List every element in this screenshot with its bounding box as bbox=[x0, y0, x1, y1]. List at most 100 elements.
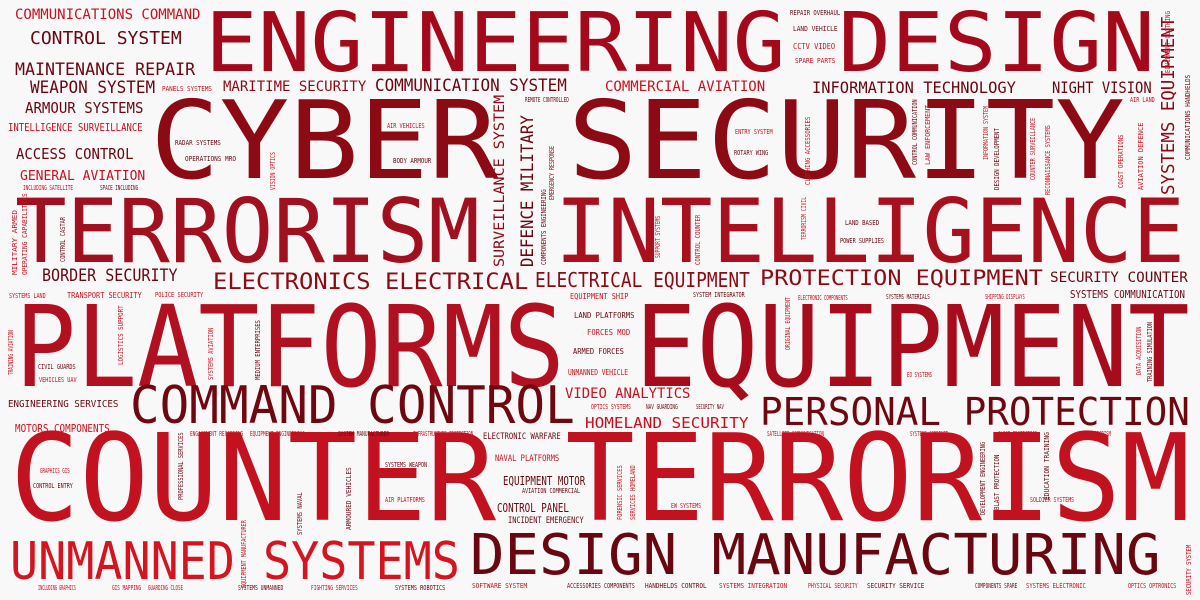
cloud-word: COUNTER SURVEILLANCE bbox=[1029, 117, 1037, 180]
cloud-word: EQUIPMENT bbox=[635, 283, 1190, 413]
cloud-word: SYSTEMS ROBOTICS bbox=[395, 584, 446, 592]
cloud-word: INFORMATION SYSTEM bbox=[982, 106, 990, 160]
cloud-word: CYBER SECURITY bbox=[150, 79, 1125, 204]
cloud-word: ELECTRONIC COMPONENTS bbox=[798, 294, 848, 302]
cloud-word: COMMAND CONTROL bbox=[130, 376, 575, 436]
cloud-word: ARMOUR SYSTEMS bbox=[25, 99, 144, 117]
cloud-word: MARITIME SECURITY bbox=[223, 79, 367, 95]
cloud-word: INCLUDING SATELLITE bbox=[23, 184, 74, 192]
cloud-word: CONTROL SYSTEM bbox=[30, 28, 182, 49]
cloud-word: PLATFORMS bbox=[15, 283, 565, 413]
cloud-word: SYSTEMS UNMANNED bbox=[238, 584, 284, 592]
cloud-word: CCTV VIDEO bbox=[793, 42, 836, 51]
cloud-word: EO SYSTEMS bbox=[907, 371, 933, 379]
cloud-word: VEHICLES UAV bbox=[39, 376, 77, 384]
cloud-word: NAVAL PLATFORMS bbox=[495, 454, 560, 464]
cloud-word: SPARE PARTS bbox=[795, 57, 836, 65]
cloud-word: COMMUNICATIONS HANDHELDS bbox=[1184, 74, 1192, 160]
cloud-word: ACCESSORIES COMPONENTS bbox=[567, 582, 635, 590]
cloud-word: DATA ACQUISITION bbox=[1135, 326, 1143, 375]
cloud-word: ELECTRICAL EQUIPMENT bbox=[535, 268, 750, 292]
cloud-word: BODY ARMOUR bbox=[393, 157, 432, 165]
cloud-word: LOGISTICS SUPPORT bbox=[117, 305, 125, 365]
cloud-word: FORENSIC SERVICES bbox=[616, 465, 624, 520]
cloud-word: CONTROL COUNTER bbox=[694, 214, 702, 265]
cloud-word: PROTECTION EQUIPMENT bbox=[760, 266, 1043, 290]
cloud-word: DEFENCE MILITARY bbox=[518, 115, 538, 267]
cloud-word: CONTROL ENTRY bbox=[33, 482, 73, 490]
cloud-word: EW SYSTEMS bbox=[671, 502, 702, 510]
cloud-word: SYSTEMS ELECTRONIC bbox=[1026, 582, 1086, 590]
cloud-word: EQUIPMENT MANUFACTURER bbox=[240, 520, 248, 588]
cloud-word: INCIDENT EMERGENCY bbox=[508, 516, 584, 526]
cloud-word: COUNTER TERRORISM bbox=[10, 410, 1191, 549]
cloud-word: AIR PLATFORMS bbox=[385, 496, 425, 504]
cloud-word: ENGINEERING DESIGN bbox=[205, 0, 1155, 91]
cloud-word: FIGHTING SERVICES bbox=[311, 584, 358, 592]
cloud-word: RADAR SYSTEMS bbox=[175, 139, 221, 147]
cloud-word: SOFTWARE SYSTEM bbox=[472, 582, 528, 590]
cloud-word: ROTARY WING bbox=[734, 149, 769, 157]
cloud-word: SYSTEMS COMMUNICATION bbox=[1070, 288, 1186, 301]
cloud-word: LAND VEHICLE bbox=[793, 25, 838, 33]
cloud-word: SECURITY SYSTEM bbox=[1185, 544, 1193, 595]
cloud-word: AVIATION COMMERCIAL bbox=[522, 487, 581, 495]
cloud-word: ARMOURED VEHICLES bbox=[345, 467, 353, 530]
cloud-word: SURVEILLANCE SYSTEM bbox=[492, 94, 508, 267]
cloud-word: COMMERCIAL AVIATION bbox=[605, 79, 766, 95]
cloud-word: ORIGINAL EQUIPMENT bbox=[784, 297, 792, 350]
cloud-word: AIR LAND bbox=[1130, 96, 1155, 104]
cloud-word: REMOTE CONTROLLED bbox=[525, 96, 569, 104]
cloud-word: TRANSPORT SECURITY bbox=[67, 291, 142, 300]
cloud-word: NAV GUARDING bbox=[646, 403, 678, 411]
cloud-word: ENGAGEMENT RECORDING bbox=[190, 430, 244, 438]
cloud-word: LAND PLATFORMS bbox=[574, 311, 635, 320]
cloud-word: INCLUDING GRAPHICS bbox=[38, 584, 76, 592]
cloud-word: ARMED FORCES bbox=[573, 347, 624, 356]
cloud-word: SECURITY NAV bbox=[696, 403, 724, 411]
cloud-word: AIR VEHICLES bbox=[387, 122, 425, 130]
cloud-word: COMPONENTS ENGINEERING bbox=[540, 189, 548, 265]
cloud-word: CONTROL PANEL bbox=[497, 501, 569, 515]
cloud-word: SYSTEMS INTEGRATION bbox=[719, 582, 788, 590]
cloud-word: DEVELOPMENT ENGINEERING bbox=[979, 442, 987, 515]
cloud-word: POLICE SECURITY bbox=[155, 291, 204, 299]
cloud-word: COAST OPERATIONS bbox=[1117, 134, 1125, 188]
cloud-word: INTELLIGENCE bbox=[555, 180, 1186, 283]
cloud-word: WEAPON SYSTEM bbox=[30, 78, 156, 98]
cloud-word: SYSTEMS WEAPON bbox=[385, 461, 428, 469]
cloud-word: ENTRY SYSTEM bbox=[735, 128, 773, 136]
cloud-word: TERRORISM bbox=[15, 180, 480, 283]
cloud-word: CIVIL GUARDS bbox=[38, 363, 76, 371]
cloud-word: GRAPHICS GIS bbox=[40, 467, 70, 475]
cloud-word: MILITARY ARMED bbox=[11, 209, 19, 275]
cloud-word: INFORMATION TECHNOLOGY bbox=[812, 78, 1016, 97]
cloud-word: UNMANNED VEHICLE bbox=[568, 368, 629, 377]
cloud-word: VIDEO ANALYTICS bbox=[565, 386, 691, 402]
cloud-word: CONTROL CASTAR bbox=[59, 216, 67, 262]
cloud-word: CLOTHING ACCESSORIES bbox=[804, 116, 812, 185]
cloud-word: ELECTRONIC WARFARE bbox=[483, 432, 561, 442]
cloud-word: COMMUNICATIONS COMMAND bbox=[15, 7, 201, 23]
cloud-word: OPERATIONS MRO bbox=[185, 155, 236, 163]
cloud-word: SYSTEM INTEGRATOR bbox=[693, 291, 745, 299]
cloud-word: OPERATING CAPABILITIES bbox=[21, 193, 29, 275]
cloud-word: LAW ENFORCEMENT bbox=[924, 104, 932, 165]
cloud-word: SYSTEM MANUFACTURER bbox=[338, 430, 390, 438]
cloud-word: GENERAL AVIATION bbox=[20, 169, 146, 184]
cloud-word: SECURITY SERVICE bbox=[867, 582, 925, 590]
cloud-word: MEDIUM ENTERPRISES bbox=[254, 320, 262, 380]
cloud-word: DESIGN MANUFACTURING bbox=[470, 523, 1161, 588]
cloud-word: HANDHELDS CONTROL bbox=[645, 582, 707, 590]
cloud-word: RECONNAISSANCE SYSTEMS bbox=[1044, 125, 1052, 195]
cloud-word: SYSTEMS COMBINED bbox=[910, 430, 949, 438]
cloud-word: SOLDIER SYSTEMS bbox=[1030, 496, 1075, 504]
cloud-word: SERVICES HOMELAND bbox=[629, 465, 637, 520]
cloud-word: PERSONAL PROTECTION bbox=[760, 390, 1190, 434]
cloud-word: ENGINEERING SERVICES bbox=[8, 399, 119, 410]
cloud-word: EQUIPMENT CLOTHING bbox=[1164, 11, 1172, 73]
cloud-word: OPTICS SYSTEMS bbox=[591, 403, 632, 411]
cloud-word: PANELS SYSTEMS bbox=[162, 85, 212, 93]
cloud-word: EQUIPMENT MOTOR bbox=[503, 474, 586, 488]
